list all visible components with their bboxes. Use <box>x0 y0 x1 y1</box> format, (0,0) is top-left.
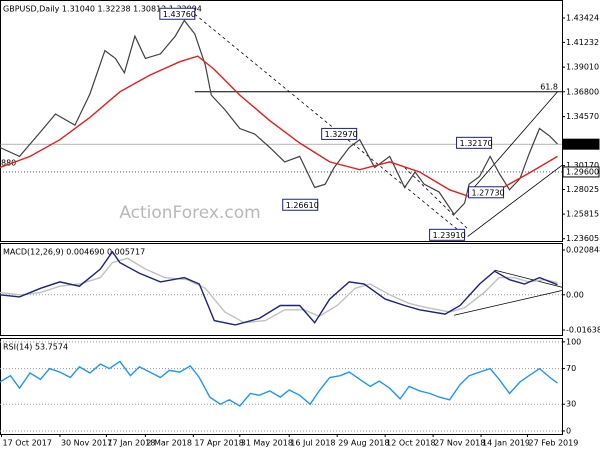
trend-line <box>454 290 563 316</box>
trend-line <box>404 167 468 230</box>
x-tick-label: 17 Apr 2018 <box>194 439 243 448</box>
annotation-box <box>429 228 466 241</box>
y-tick-label: 70 <box>566 364 576 373</box>
series-line <box>0 257 558 324</box>
x-tick-label: 29 Aug 2018 <box>338 439 389 448</box>
trend-line <box>467 164 563 237</box>
cut-label: 880 <box>1 159 16 168</box>
y-tick-label: 0.00 <box>566 290 584 299</box>
annotation-label: 1.27730 <box>472 188 505 197</box>
y-tick-label: 1.36800 <box>566 87 599 96</box>
y-tick-label: 1.41232 <box>566 38 599 47</box>
annotation-box <box>456 136 493 149</box>
annotation-box <box>468 186 505 199</box>
x-tick-label: 14 Jan 2019 <box>482 439 530 448</box>
level-label: 61.8 <box>540 82 558 91</box>
panel-frame <box>0 0 563 242</box>
annotation-label: 1.32170 <box>460 139 493 148</box>
y-tick-label: 1.43424 <box>566 13 599 22</box>
x-tick-label: 12 Oct 2018 <box>386 439 435 448</box>
y-tick-label: 0 <box>566 426 571 435</box>
trend-line <box>468 91 558 194</box>
annotation-label: 1.32970 <box>325 130 358 139</box>
x-tick-label: 27 Feb 2019 <box>529 439 579 448</box>
price-label-box <box>562 166 600 178</box>
y-tick-label: 1.34570 <box>566 112 599 121</box>
annotation-label: 1.26610 <box>286 201 319 210</box>
price-label: 1.29600 <box>566 167 599 176</box>
y-tick-label: 30 <box>566 400 576 409</box>
panel-title: RSI(14) 53.7574 <box>3 343 68 352</box>
panel-frame <box>0 243 563 336</box>
panel-frame <box>0 338 563 435</box>
y-tick-label: 0.020848 <box>566 245 600 254</box>
price-label: 1.32094 <box>566 140 599 149</box>
annotation-label: 1.23910 <box>433 231 466 240</box>
x-tick-label: 27 Nov 2018 <box>434 439 485 448</box>
trend-line <box>194 13 465 236</box>
panel-title: MACD(12,26,9) 0.004690 0.005717 <box>3 248 145 257</box>
y-tick-label: 1.23605 <box>566 234 599 243</box>
series-line <box>0 55 558 198</box>
annotation-box <box>321 127 358 140</box>
x-tick-label: 17 Jan 2018 <box>107 439 155 448</box>
annotation-label: 1.43760 <box>163 10 196 19</box>
y-tick-label: 1.25815 <box>566 210 599 219</box>
annotation-box <box>159 7 196 20</box>
price-label-box <box>562 138 600 150</box>
y-tick-label: -0.016389 <box>566 326 600 335</box>
annotation-box <box>282 198 319 211</box>
panel-title: GBPUSD,Daily 1.31040 1.32238 1.30812 1.3… <box>3 5 202 14</box>
series-line <box>0 250 558 326</box>
series-line <box>0 19 558 216</box>
x-tick-label: 30 Nov 2017 <box>61 439 112 448</box>
x-tick-label: 31 May 2018 <box>241 439 293 448</box>
x-tick-label: 2 Mar 2018 <box>146 439 192 448</box>
x-tick-label: 17 Oct 2017 <box>2 439 51 448</box>
y-tick-label: 100 <box>566 337 581 346</box>
series-line <box>0 360 558 407</box>
y-tick-label: 1.39010 <box>566 63 599 72</box>
trend-line <box>494 269 563 288</box>
y-tick-label: 1.30170 <box>566 161 599 170</box>
x-tick-label: 16 Jul 2018 <box>290 439 335 448</box>
y-tick-label: 1.28025 <box>566 185 599 194</box>
watermark: ActionForex.com <box>119 203 260 223</box>
